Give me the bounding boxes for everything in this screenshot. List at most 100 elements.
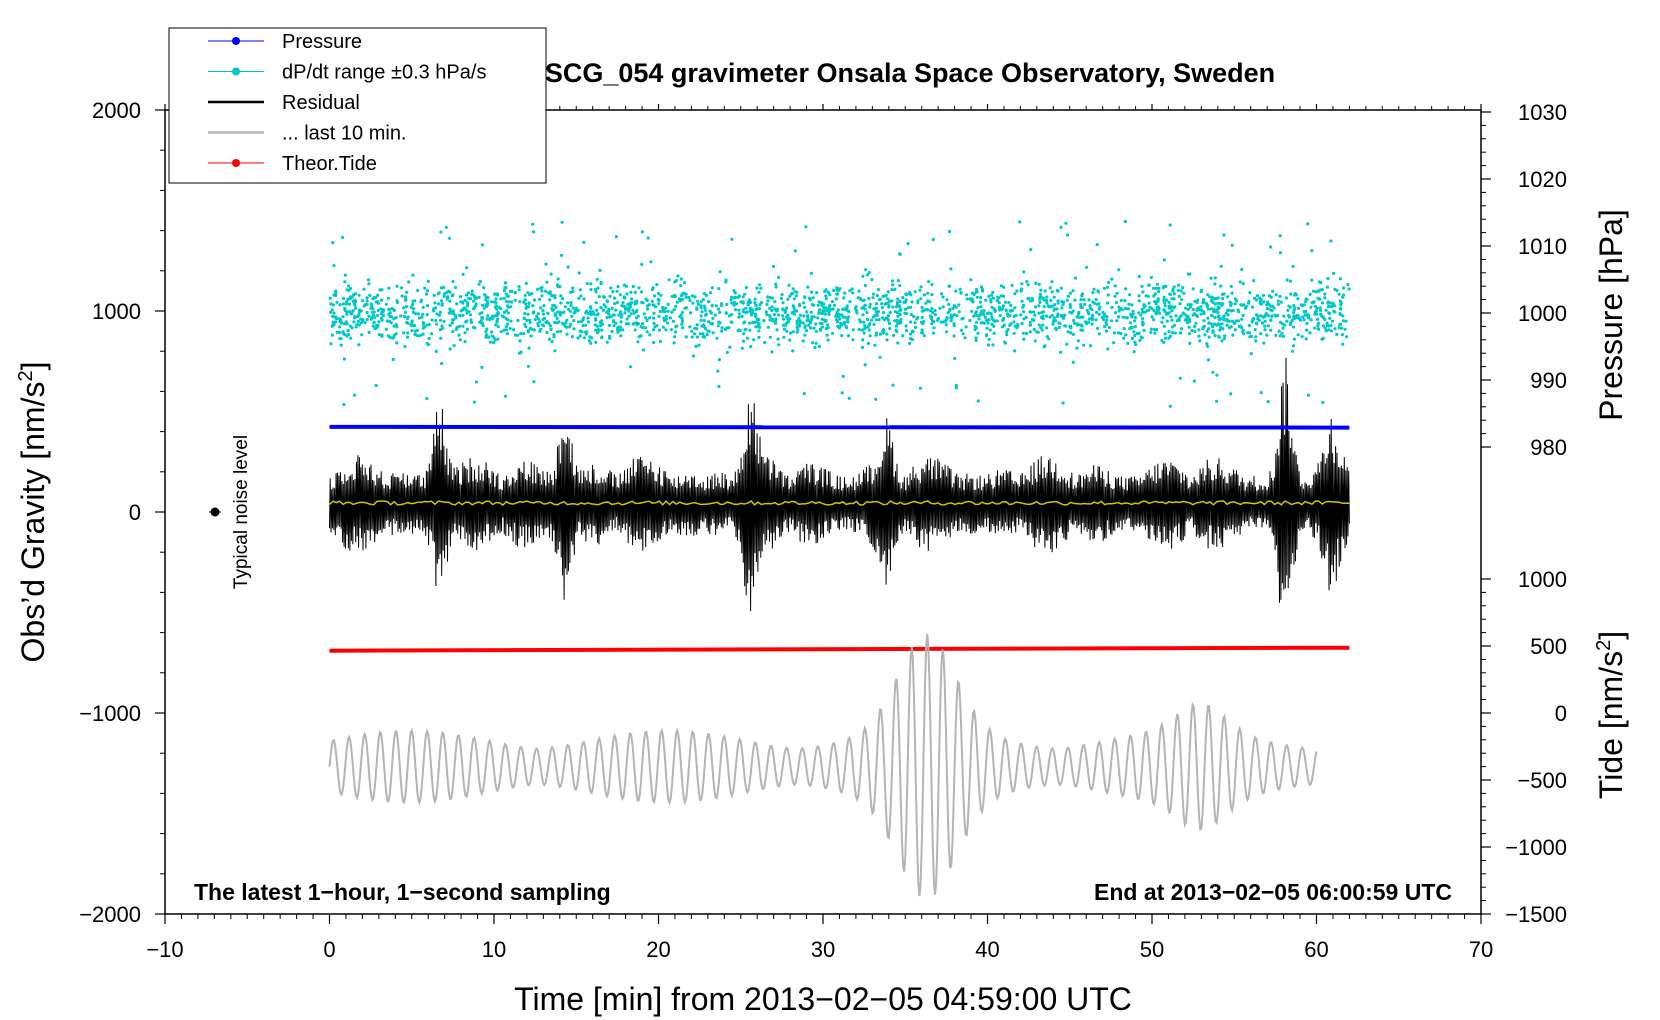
dpdt-point [1211, 330, 1215, 334]
dpdt-point [506, 318, 510, 322]
dpdt-point [680, 311, 684, 315]
dpdt-point [629, 290, 633, 294]
dpdt-point [1126, 307, 1131, 311]
dpdt-point [1193, 324, 1197, 329]
dpdt-point [1117, 305, 1121, 309]
dpdt-point [563, 305, 567, 309]
dpdt-point [1043, 344, 1047, 348]
dpdt-point [827, 305, 831, 309]
dpdt-point [455, 325, 459, 329]
dpdt-point [540, 294, 544, 298]
dpdt-point [838, 317, 842, 321]
dpdt-point [1248, 335, 1252, 339]
dpdt-point [939, 292, 944, 296]
dpdt-point [1324, 308, 1328, 312]
dpdt-point [1104, 329, 1109, 333]
dpdt-point [338, 325, 342, 329]
dpdt-point [1087, 317, 1092, 321]
dpdt-point [753, 312, 758, 316]
dpdt-point [352, 320, 356, 324]
dpdt-point [990, 315, 994, 319]
dpdt-point [928, 309, 932, 313]
dpdt-point [1150, 315, 1154, 319]
dpdt-point [353, 393, 357, 397]
dpdt-point [1164, 284, 1168, 288]
dpdt-point [893, 287, 897, 291]
dpdt-point [1102, 286, 1106, 290]
dpdt-point [1041, 323, 1045, 327]
dpdt-point [332, 311, 336, 315]
dpdt-point [1215, 399, 1219, 403]
dpdt-point [930, 322, 934, 326]
dpdt-point [395, 341, 399, 345]
dpdt-point [1188, 320, 1192, 324]
dpdt-point [871, 296, 875, 300]
dpdt-point [888, 299, 892, 303]
dpdt-point [743, 320, 747, 324]
dpdt-point [1073, 321, 1077, 325]
dpdt-point [1182, 291, 1186, 295]
dpdt-point [403, 315, 407, 319]
dpdt-point [555, 283, 560, 287]
dpdt-point [1269, 328, 1273, 332]
dpdt-point [1119, 298, 1123, 303]
dpdt-point [423, 286, 427, 290]
dpdt-point [807, 296, 812, 300]
dpdt-point [670, 294, 674, 298]
dpdt-point [484, 298, 488, 302]
dpdt-point [532, 328, 536, 332]
dpdt-point [814, 341, 818, 345]
dpdt-point [639, 334, 643, 338]
dpdt-point [867, 296, 871, 300]
dpdt-point [1013, 349, 1017, 353]
dpdt-point [607, 323, 612, 328]
dpdt-point [1105, 315, 1109, 319]
dpdt-point [1150, 307, 1154, 311]
dpdt-point [824, 327, 828, 331]
dpdt-point [888, 310, 892, 315]
dpdt-point [357, 313, 361, 317]
dpdt-point [331, 303, 335, 307]
dpdt-point [513, 291, 518, 295]
dpdt-point [1216, 310, 1220, 315]
dpdt-point [559, 301, 563, 305]
dpdt-point [582, 240, 586, 244]
dpdt-point [438, 310, 443, 314]
dpdt-point [1220, 339, 1224, 343]
dpdt-point [740, 314, 744, 319]
dpdt-point [1033, 339, 1037, 343]
dpdt-point [1299, 318, 1303, 322]
dpdt-point [775, 328, 779, 332]
dpdt-point [374, 326, 378, 330]
dpdt-point [439, 299, 444, 303]
dpdt-point [985, 311, 990, 316]
dpdt-point [666, 309, 670, 313]
dpdt-point [1140, 307, 1144, 312]
dpdt-point [1026, 297, 1030, 301]
dpdt-point [427, 336, 431, 341]
dpdt-point [737, 308, 741, 312]
dpdt-point [970, 309, 974, 313]
dpdt-point [987, 318, 991, 322]
dpdt-point [416, 312, 420, 316]
dpdt-point [537, 297, 542, 301]
dpdt-point [1341, 319, 1345, 323]
dpdt-point [555, 321, 559, 325]
dpdt-point [1022, 317, 1026, 321]
dpdt-point [1238, 280, 1242, 284]
dpdt-point [486, 314, 490, 318]
dpdt-point [1117, 268, 1121, 272]
dpdt-point [582, 316, 586, 320]
dpdt-point [380, 318, 384, 322]
dpdt-point [1022, 303, 1026, 307]
dpdt-point [536, 321, 540, 326]
dpdt-point [811, 341, 815, 345]
dpdt-point [718, 310, 722, 314]
dpdt-point [341, 315, 345, 319]
dpdt-point [1077, 315, 1082, 319]
dpdt-point [485, 327, 489, 331]
dpdt-point [832, 288, 836, 292]
dpdt-point [366, 278, 371, 282]
dpdt-point [391, 336, 395, 340]
